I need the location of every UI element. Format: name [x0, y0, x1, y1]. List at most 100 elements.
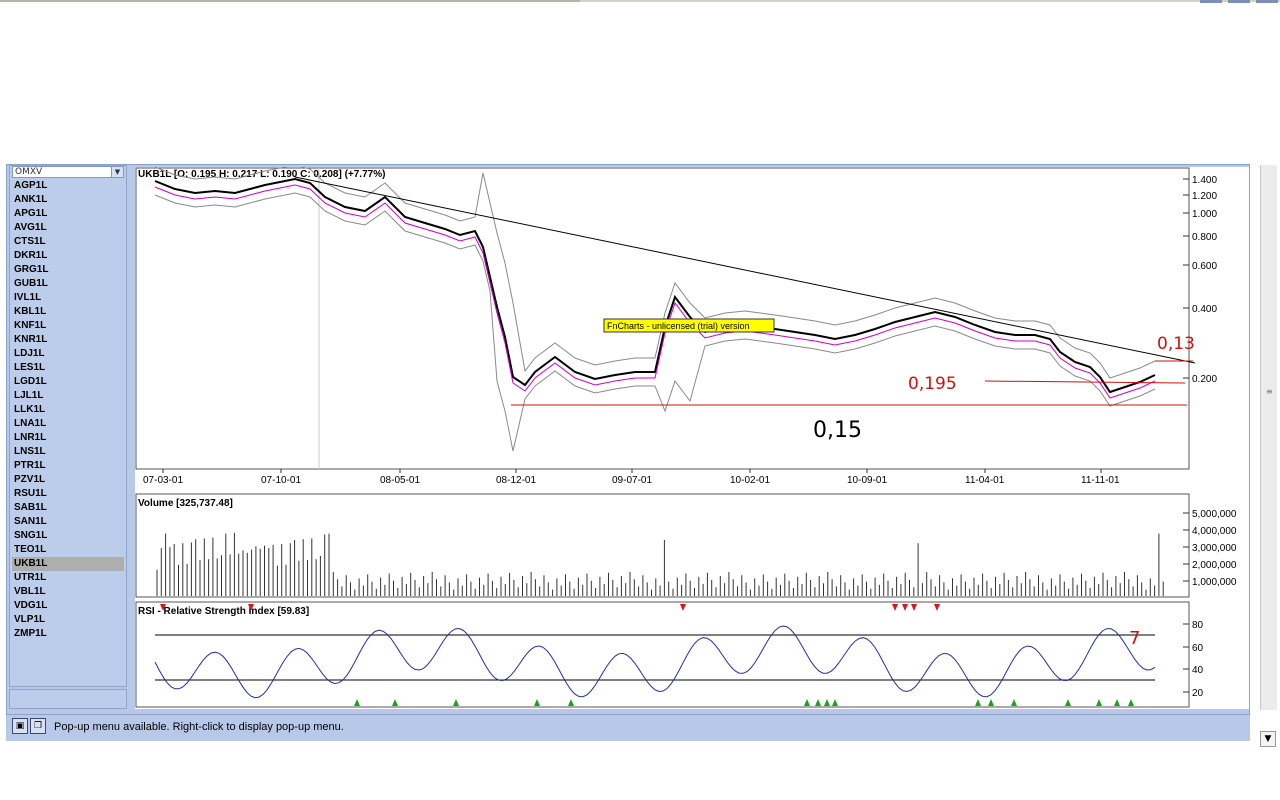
- symbol-item[interactable]: VBL1L: [14, 586, 46, 597]
- volume-y-tick: 5,000,000: [1192, 509, 1237, 520]
- buy-signal-marker: [988, 699, 994, 706]
- annotation-resistance: 0,195: [908, 374, 957, 394]
- volume-panel-title: Volume [325,737.48]: [138, 498, 233, 509]
- exchange-select-value: OMXV: [15, 167, 43, 177]
- app-window: OMXV ▼ AGP1L ANK1L APG1L AVG1L CTS1L DKR1L GRG…: [6, 164, 1250, 740]
- buy-signal-marker: [824, 699, 830, 706]
- volume-y-tick: 4,000,000: [1192, 526, 1237, 537]
- symbol-item[interactable]: DKR1L: [14, 250, 48, 261]
- buy-signal-marker: [392, 699, 398, 706]
- buy-signal-marker: [975, 699, 981, 706]
- price-y-tick: 1.000: [1192, 209, 1217, 220]
- rsi-line: [154, 625, 1156, 699]
- symbol-item[interactable]: CTS1L: [14, 236, 46, 247]
- buy-signal-marker: [1011, 699, 1017, 706]
- sell-signal-marker: [248, 604, 254, 611]
- symbol-item[interactable]: PZV1L: [14, 474, 46, 485]
- rsi-y-tick: 60: [1192, 643, 1204, 654]
- volume-y-tick: 2,000,000: [1192, 560, 1237, 571]
- layout-icon[interactable]: ▣: [12, 718, 28, 734]
- price-x-tick: 10-09-01: [847, 475, 887, 486]
- price-x-tick: 08-05-01: [380, 475, 420, 486]
- sell-signal-marker: [902, 604, 908, 611]
- symbol-item[interactable]: SAN1L: [14, 516, 47, 527]
- symbol-item[interactable]: GUB1L: [14, 278, 48, 289]
- price-y-tick: 0.800: [1192, 232, 1217, 243]
- symbol-item[interactable]: KNF1L: [14, 320, 47, 331]
- symbol-item[interactable]: LNS1L: [14, 446, 46, 457]
- symbol-item[interactable]: LGD1L: [14, 376, 47, 387]
- symbol-item[interactable]: KNR1L: [14, 334, 48, 345]
- symbol-item[interactable]: SAB1L: [14, 502, 47, 513]
- price-x-tick: 11-11-01: [1081, 475, 1120, 486]
- symbol-item[interactable]: TEO1L: [14, 544, 47, 555]
- symbol-item[interactable]: AGP1L: [14, 180, 48, 191]
- buy-signal-marker: [1065, 699, 1071, 706]
- price-x-tick: 10-02-01: [730, 475, 770, 486]
- buy-signal-marker: [354, 699, 360, 706]
- symbol-item[interactable]: PTR1L: [14, 460, 46, 471]
- rsi-annotation: 7: [1129, 628, 1140, 649]
- watermark-text: FnCharts - unlicensed (trial) version: [607, 321, 750, 331]
- moving-average-line: [154, 184, 1156, 399]
- price-x-tick: 09-07-01: [612, 475, 652, 486]
- symbol-item[interactable]: UTR1L: [14, 572, 47, 583]
- buy-signal-marker: [1114, 699, 1120, 706]
- volume-panel: [135, 493, 1190, 598]
- symbol-item[interactable]: LNA1L: [14, 418, 47, 429]
- symbol-item[interactable]: ANK1L: [14, 194, 48, 205]
- rsi-y-tick: 20: [1192, 688, 1204, 699]
- buy-signal-marker: [534, 699, 540, 706]
- chart-area[interactable]: UKB1L [O: 0.195 H: 0.217 L: 0.190 C: 0.2…: [135, 164, 1249, 709]
- price-y-tick: 0.600: [1192, 261, 1217, 272]
- sidebar-footer: [9, 689, 127, 709]
- price-x-tick: 08-12-01: [496, 475, 536, 486]
- symbol-item[interactable]: APG1L: [14, 208, 48, 219]
- rsi-panel: [135, 601, 1190, 708]
- price-x-tick: 07-03-01: [143, 475, 183, 486]
- status-bar: ▣ ❐ Pop-up menu available. Right-click t…: [6, 714, 1250, 741]
- annotation-target: 0,13: [1157, 334, 1195, 354]
- buy-signal-marker: [568, 699, 574, 706]
- price-y-tick: 1.200: [1192, 191, 1217, 202]
- volume-y-tick: 3,000,000: [1192, 543, 1237, 554]
- rsi-panel-title: RSI - Relative Strength Index [59.83]: [138, 606, 309, 617]
- vertical-scrollbar[interactable]: ≡: [1260, 165, 1277, 710]
- symbol-item[interactable]: RSU1L: [14, 488, 47, 499]
- symbol-item[interactable]: LLK1L: [14, 404, 46, 415]
- status-text: Pop-up menu available. Right-click to di…: [54, 721, 344, 733]
- symbol-item[interactable]: KBL1L: [14, 306, 47, 317]
- scroll-down-button[interactable]: ▼: [1260, 731, 1276, 747]
- buy-signal-marker: [815, 699, 821, 706]
- symbol-item[interactable]: ZMP1L: [14, 628, 47, 639]
- symbol-item[interactable]: VDG1L: [14, 600, 48, 611]
- chart-canvas[interactable]: UKB1L [O: 0.195 H: 0.217 L: 0.190 C: 0.2…: [135, 164, 1249, 709]
- sell-signal-marker: [934, 604, 940, 611]
- trend-line: [294, 176, 1196, 364]
- copy-icon[interactable]: ❐: [30, 718, 46, 734]
- symbol-item[interactable]: UKB1L: [12, 557, 124, 571]
- symbol-item[interactable]: VLP1L: [14, 614, 46, 625]
- buy-signal-marker: [804, 699, 810, 706]
- symbol-item[interactable]: LJL1L: [14, 390, 44, 401]
- symbol-sidebar: OMXV ▼ AGP1L ANK1L APG1L AVG1L CTS1L DKR1L GRG…: [9, 165, 127, 687]
- buy-signal-marker: [1128, 699, 1134, 706]
- symbol-list: AGP1L ANK1L APG1L AVG1L CTS1L DKR1L GRG1L GUB1L…: [12, 179, 124, 641]
- buy-signal-marker: [832, 699, 838, 706]
- chevron-down-icon[interactable]: ▼: [111, 167, 123, 177]
- exchange-select[interactable]: OMXV ▼: [12, 166, 124, 178]
- symbol-item[interactable]: LES1L: [14, 362, 46, 373]
- symbol-item[interactable]: AVG1L: [14, 222, 47, 233]
- annotation-support: 0,15: [813, 418, 862, 443]
- price-y-tick: 0.200: [1192, 374, 1217, 385]
- symbol-item[interactable]: LNR1L: [14, 432, 47, 443]
- symbol-item[interactable]: LDJ1L: [14, 348, 45, 359]
- symbol-item[interactable]: SNG1L: [14, 530, 48, 541]
- sell-signal-marker: [892, 604, 898, 611]
- window-top-edge: [0, 0, 1280, 3]
- price-y-tick: 1.400: [1192, 175, 1217, 186]
- watermark-box: [603, 318, 775, 333]
- symbol-item[interactable]: GRG1L: [14, 264, 49, 275]
- resistance-line: [984, 380, 1186, 384]
- symbol-item[interactable]: IVL1L: [14, 292, 42, 303]
